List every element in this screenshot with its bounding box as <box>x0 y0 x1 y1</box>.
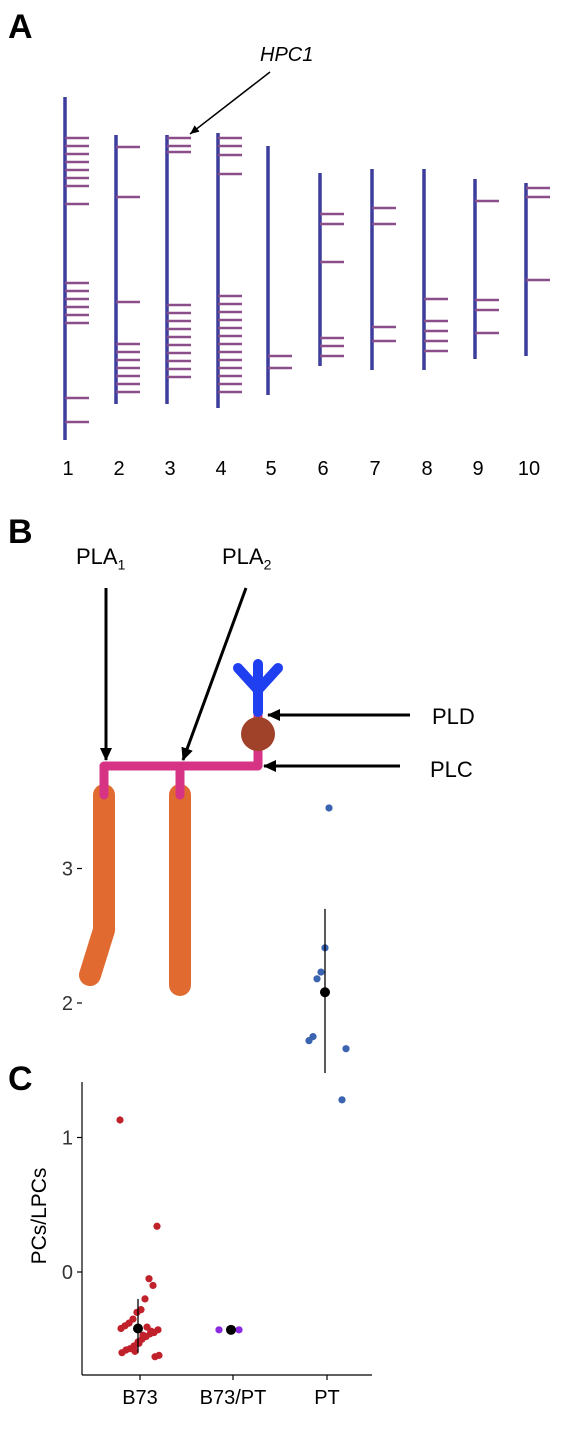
chromosome-label-4: 4 <box>215 458 227 480</box>
data-point <box>215 1326 223 1334</box>
data-point <box>325 804 333 812</box>
y-tick-label: 1 <box>62 1128 73 1150</box>
panel-letter-a: A <box>8 8 33 46</box>
data-point <box>139 1331 147 1339</box>
data-point <box>141 1295 149 1303</box>
data-point <box>116 1116 124 1124</box>
data-point <box>317 968 325 976</box>
pla2-label: PLA2 <box>222 544 271 572</box>
phosphate-group <box>241 717 275 751</box>
y-tick-label: 0 <box>62 1262 73 1284</box>
chromosome-label-5: 5 <box>265 458 277 480</box>
data-point <box>133 1308 141 1316</box>
chart-marks <box>116 804 350 1361</box>
head-group <box>233 659 283 717</box>
data-point <box>153 1222 161 1230</box>
chromosome-label-7: 7 <box>369 458 381 480</box>
data-point <box>131 1347 139 1355</box>
chromosome-label-9: 9 <box>472 458 484 480</box>
chromosome-label-6: 6 <box>317 458 329 480</box>
chromosome-label-10: 10 <box>517 458 541 480</box>
data-point <box>135 1339 143 1347</box>
chart-axes: 0 1 2 3 B73 B73/PT PT <box>62 859 372 1409</box>
y-axis-label: PCs/LPCs <box>28 1168 51 1265</box>
chromosomes-group <box>63 97 550 440</box>
pld-label: PLD <box>432 704 475 729</box>
x-tick-label: PT <box>314 1387 340 1409</box>
data-point <box>338 1096 346 1104</box>
chromosome-map <box>63 71 550 440</box>
data-point <box>151 1353 159 1361</box>
data-point <box>313 975 321 983</box>
data-point <box>149 1281 157 1290</box>
hpc1-arrow <box>189 71 271 135</box>
chromosome-label-3: 3 <box>164 458 176 480</box>
chromosome-label-1: 1 <box>62 458 74 480</box>
panel-letter-b: B <box>8 513 33 551</box>
mean-point <box>320 987 330 998</box>
y-tick-label: 3 <box>62 859 73 881</box>
data-point <box>235 1326 243 1334</box>
chromosome-label-2: 2 <box>113 458 125 480</box>
pla2-label-main: PLA <box>222 544 264 569</box>
pla1-label-sub: 1 <box>117 556 126 573</box>
mean-point <box>226 1324 236 1335</box>
hpc1-label: HPC1 <box>260 44 314 66</box>
fatty-acid-tail-1 <box>79 784 115 986</box>
data-point <box>143 1323 151 1331</box>
data-point <box>305 1037 313 1045</box>
plc-label: PLC <box>430 757 473 782</box>
mean-point <box>133 1323 143 1334</box>
data-point <box>145 1275 153 1283</box>
chromosome-label-8: 8 <box>421 458 433 480</box>
pla2-arrow <box>181 587 248 761</box>
x-tick-label: B73 <box>122 1387 158 1409</box>
pla2-label-sub: 2 <box>263 556 272 573</box>
panel-letter-c: C <box>8 1060 33 1098</box>
data-point <box>342 1045 350 1053</box>
data-point <box>118 1349 126 1357</box>
x-tick-label: B73/PT <box>200 1387 267 1409</box>
phospholipid-diagram <box>79 587 410 996</box>
data-point <box>117 1324 125 1333</box>
pla1-label: PLA1 <box>76 544 125 572</box>
y-tick-label: 2 <box>62 993 73 1015</box>
pla1-label-main: PLA <box>76 544 118 569</box>
